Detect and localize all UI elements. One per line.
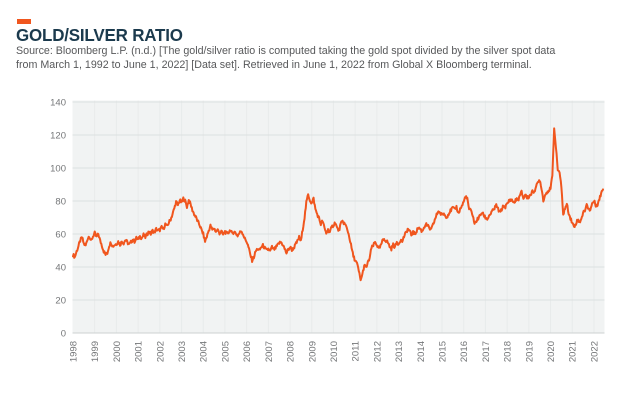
source-line-2: from March 1, 1992 to June 1, 2022] [Dat… — [16, 58, 532, 71]
x-axis-year-label: 1999 — [90, 341, 101, 362]
x-axis-year-label: 2015 — [438, 341, 449, 362]
accent-dash-icon — [17, 19, 31, 24]
source-citation: Source: Bloomberg L.P. (n.d.) [The gold/… — [16, 45, 628, 73]
x-axis-year-label: 2005 — [220, 341, 231, 362]
x-axis-year-label: 2006 — [242, 341, 253, 362]
y-axis-tick-label: 20 — [55, 296, 66, 307]
x-axis-year-label: 2013 — [394, 341, 405, 362]
plot-area — [72, 100, 605, 334]
x-axis-year-label: 2008 — [286, 341, 297, 362]
x-axis-year-label: 2019 — [524, 341, 535, 362]
x-axis-year-label: 2022 — [589, 341, 600, 362]
x-axis-year-label: 2002 — [155, 341, 166, 362]
gold-silver-ratio-chart: 0 20 40 60 80 100 120 140 1998 1999 2000 2001 2002 20… — [50, 98, 605, 362]
y-axis-tick-label: 100 — [50, 164, 66, 175]
x-axis-year-label: 2007 — [264, 341, 275, 362]
y-axis-tick-label: 140 — [50, 98, 66, 109]
x-axis-year-label: 2009 — [307, 341, 318, 362]
x-axis-year-label: 2001 — [134, 341, 145, 362]
x-axis-year-label: 2018 — [503, 341, 514, 362]
x-axis-year-label: 2011 — [351, 341, 362, 361]
y-axis-tick-label: 60 — [55, 230, 66, 241]
x-axis-year-label: 2012 — [372, 341, 383, 362]
x-axis-year-label: 2017 — [481, 341, 492, 362]
x-axis-year-label: 2021 — [568, 341, 579, 362]
chart-title: GOLD/SILVER RATIO — [16, 25, 183, 45]
x-axis-year-label: 1998 — [69, 341, 80, 362]
y-axis-tick-label: 40 — [55, 263, 66, 274]
y-axis-tick-label: 120 — [50, 131, 66, 142]
x-axis-year-label: 2020 — [546, 341, 557, 362]
x-axis-year-label: 2004 — [199, 341, 210, 362]
x-axis-year-label: 2000 — [112, 341, 123, 362]
x-axis-year-label: 2016 — [459, 341, 470, 362]
x-axis-year-label: 2014 — [416, 341, 427, 362]
ratio-line-series — [72, 127, 604, 282]
y-axis-tick-label: 0 — [61, 329, 66, 340]
x-axis-year-label: 2010 — [329, 341, 340, 362]
source-line-1: Source: Bloomberg L.P. (n.d.) [The gold/… — [16, 45, 556, 57]
x-axis-year-label: 2003 — [177, 341, 188, 362]
y-axis-tick-label: 80 — [55, 197, 66, 208]
